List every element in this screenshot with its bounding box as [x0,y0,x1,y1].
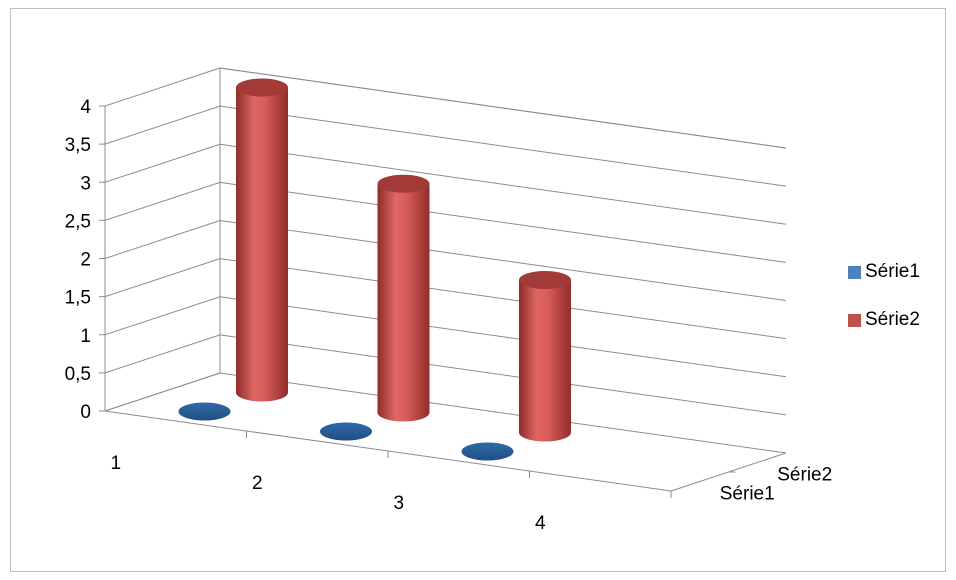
gridline-back [219,143,787,225]
bar-srie2-1 [236,78,288,402]
gridline-back [219,181,787,263]
bar-srie2-2 [377,174,430,422]
back-top-edge [219,67,787,149]
gridline-back [219,296,787,378]
floor-left-edge [104,372,221,412]
gridlines [104,67,787,454]
legend: Série1 Série2 [848,258,920,354]
bar-srie1-2 [320,422,372,441]
legend-swatch-serie2 [848,313,861,327]
legend-swatch-serie1 [848,265,861,279]
chart-frame [10,8,946,572]
y-tick-label: 0 [80,402,91,423]
x-tick-label: 1 [110,453,121,474]
y-tick-label: 3,5 [65,135,91,156]
gridline-side [104,220,221,259]
gridline-side [104,334,221,374]
bar-srie1-3 [461,442,514,461]
y-tick-label: 2 [80,250,91,271]
gridline-back [219,105,787,187]
depth-tick-label: Série1 [720,484,775,505]
gridline-back [219,372,787,454]
y-tick-label: 1,5 [65,288,91,309]
y-tick-label: 0,5 [65,364,91,385]
bar-srie2-3 [519,271,571,442]
gridline-side [104,143,221,183]
gridline-side [104,258,221,298]
y-tick-label: 2,5 [65,211,91,232]
legend-item-serie1: Série1 [848,258,920,286]
legend-label-serie2: Série2 [865,309,920,330]
gridline-side [104,105,221,145]
depth-tick-label: Série2 [777,465,832,486]
y-tick-label: 4 [80,97,91,118]
gridline-back [219,220,787,301]
legend-label-serie1: Série1 [865,261,920,282]
legend-item-serie2: Série2 [848,306,920,334]
x-tick-label: 3 [393,493,404,514]
y-tick-label: 1 [80,326,91,347]
data-marks [178,78,571,461]
gridline-back [219,334,787,416]
y-tick-label: 3 [80,173,91,194]
x-tick-label: 4 [535,513,546,534]
axes [99,67,787,498]
gridline-side [104,296,221,336]
bar-srie1-1 [178,402,231,421]
gridline-side [104,181,221,221]
gridline-back [219,258,787,340]
gridline-side [104,67,221,107]
x-tick-label: 2 [252,473,263,494]
